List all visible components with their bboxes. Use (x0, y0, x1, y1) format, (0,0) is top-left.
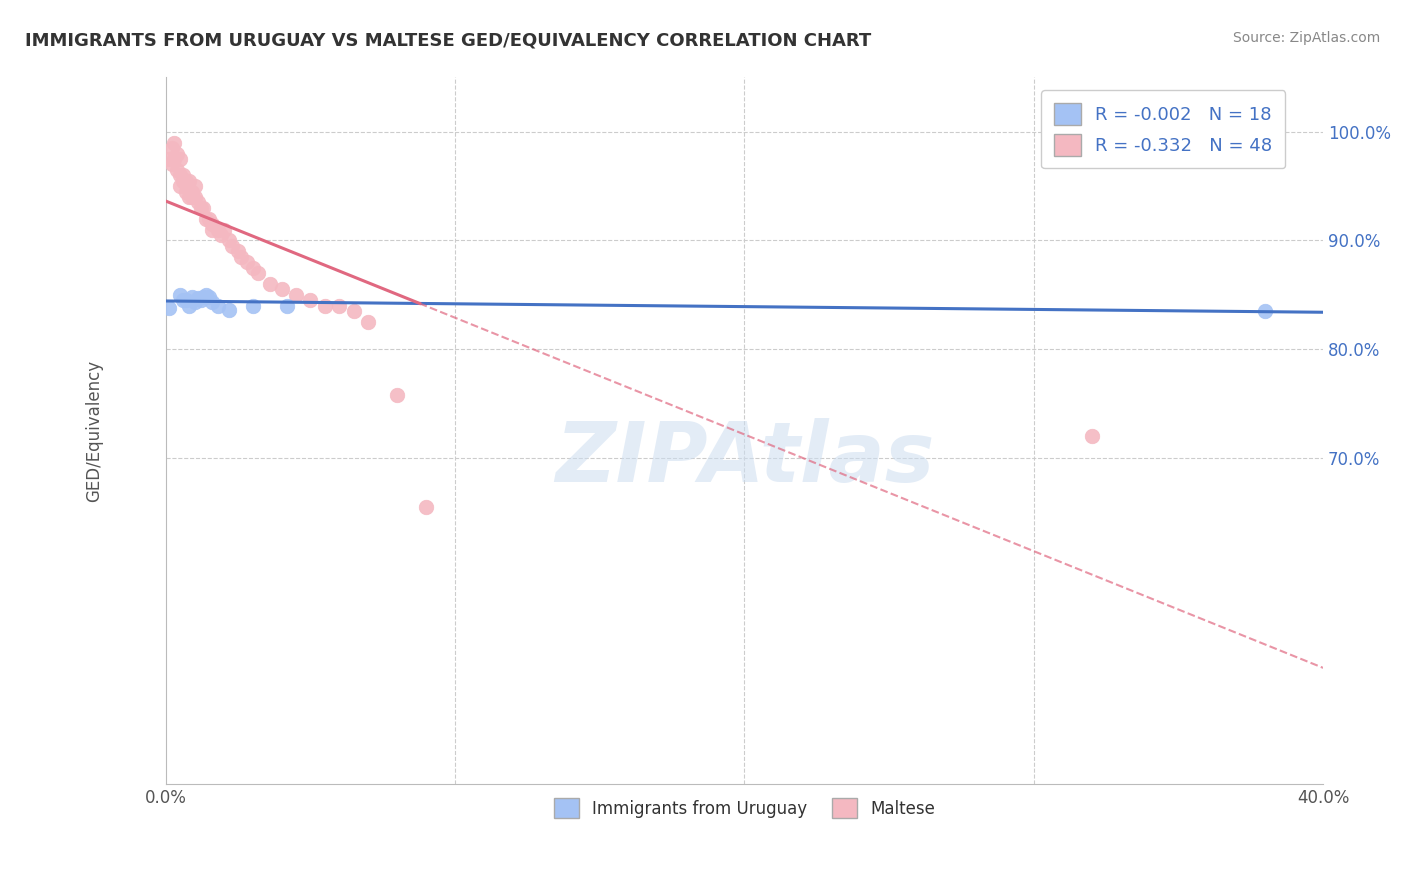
Point (190, 201, 212, 215)
Point (270, 282, 292, 296)
Point (163, 152, 186, 166)
Point (169, 168, 191, 182)
Point (201, 217, 224, 231)
Point (180, 185, 202, 199)
Point (242, 299, 264, 313)
Point (190, 293, 212, 308)
Point (276, 299, 298, 313)
Point (177, 174, 200, 188)
Point (209, 227, 232, 242)
Y-axis label: GED/Equivalency: GED/Equivalency (86, 359, 103, 501)
Point (195, 211, 218, 226)
Point (157, 301, 180, 315)
Point (201, 295, 224, 310)
Point (198, 211, 221, 226)
Point (184, 179, 207, 194)
Point (198, 290, 221, 304)
Point (184, 190, 207, 204)
Point (207, 299, 229, 313)
Text: Source: ZipAtlas.com: Source: ZipAtlas.com (1233, 31, 1381, 45)
Point (180, 190, 202, 204)
Point (207, 222, 229, 236)
Point (193, 201, 215, 215)
Point (174, 174, 197, 188)
Point (157, 152, 180, 166)
Point (218, 234, 240, 248)
Point (212, 222, 235, 236)
Point (195, 287, 218, 301)
Point (187, 291, 209, 305)
Point (1080, 429, 1102, 443)
Point (177, 299, 200, 313)
Point (160, 141, 183, 155)
Point (163, 136, 186, 150)
Point (201, 222, 224, 236)
Point (180, 290, 202, 304)
Point (166, 146, 188, 161)
Text: IMMIGRANTS FROM URUGUAY VS MALTESE GED/EQUIVALENCY CORRELATION CHART: IMMIGRANTS FROM URUGUAY VS MALTESE GED/E… (25, 31, 872, 49)
Point (259, 277, 281, 291)
Point (172, 293, 194, 308)
Point (242, 260, 264, 275)
Point (357, 315, 380, 329)
Point (314, 299, 336, 313)
Point (236, 255, 259, 269)
Point (285, 287, 308, 301)
Point (169, 179, 191, 194)
Point (343, 304, 366, 318)
Point (169, 287, 191, 301)
Point (184, 295, 207, 310)
Text: ZIPAtlas: ZIPAtlas (555, 418, 934, 500)
Point (174, 185, 197, 199)
Point (415, 500, 437, 514)
Point (187, 195, 209, 210)
Point (221, 239, 243, 253)
Legend: Immigrants from Uruguay, Maltese: Immigrants from Uruguay, Maltese (547, 791, 942, 825)
Point (193, 290, 215, 304)
Point (328, 299, 350, 313)
Point (218, 303, 240, 318)
Point (177, 190, 200, 204)
Point (174, 293, 197, 308)
Point (172, 174, 194, 188)
Point (1254, 304, 1277, 318)
Point (226, 244, 249, 259)
Point (387, 388, 409, 402)
Point (229, 250, 252, 264)
Point (172, 168, 194, 182)
Point (160, 157, 183, 171)
Point (299, 293, 322, 308)
Point (247, 266, 270, 280)
Point (166, 162, 188, 177)
Point (169, 152, 191, 166)
